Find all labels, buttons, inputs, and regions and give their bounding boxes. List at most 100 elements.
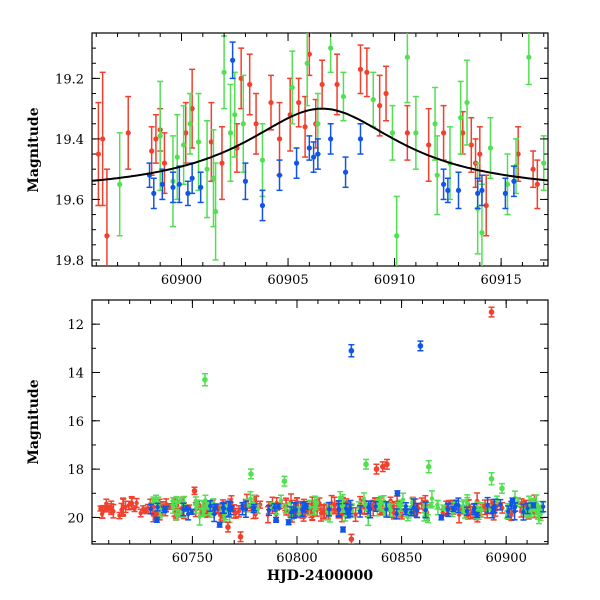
top-blue-data-point [170, 184, 176, 190]
top-green-data-point [289, 84, 295, 91]
bottom-blue-data-point [423, 507, 428, 513]
top-green-data-point [458, 115, 464, 121]
bottom-green-data-point [533, 508, 538, 513]
top-red-data-point [426, 142, 432, 148]
top-red-data-point [377, 103, 383, 109]
bottom-green-data-point [388, 507, 393, 513]
top-green-data-point [204, 166, 210, 172]
bottom-red-outlier-data-point [488, 309, 495, 315]
bottom-blue-outlier-data-point [417, 343, 424, 349]
top-green-data-point [181, 142, 187, 148]
bottom-blue-data-point [373, 504, 378, 509]
top-blue-data-point [455, 187, 462, 193]
bottom-green-data-point [479, 507, 484, 513]
top-panel-zoom: 60900 60905 60910 60915 19.2 19.4 19.6 19.8 Mag… [26, 32, 549, 288]
top-panel-frame [91, 32, 549, 267]
bottom-red-outlier-data-point [237, 533, 244, 540]
top-blue-data-point [306, 145, 312, 151]
bottom-red-data-point [123, 504, 128, 510]
bottom-green-outlier-data-point [248, 471, 254, 477]
bottom-green-data-point [170, 504, 176, 510]
top-x-tick-label: 60915 [480, 273, 521, 288]
top-blue-data-point [198, 184, 204, 190]
top-blue-data-point [311, 154, 317, 160]
top-red-data-point [104, 233, 110, 239]
top-blue-data-point [315, 151, 321, 157]
top-green-data-point [434, 172, 440, 178]
bottom-blue-data-point [409, 510, 414, 515]
bottom-blue-data-point [229, 506, 234, 511]
bottom-blue-data-point [211, 511, 217, 517]
bottom-green-data-point [429, 496, 435, 501]
bottom-blue-outlier-data-point [340, 526, 346, 533]
top-green-data-point [328, 45, 334, 51]
bottom-green-data-point [222, 514, 227, 519]
top-red-data-point [296, 99, 302, 106]
top-red-data-point [189, 106, 195, 112]
bottom-red-data-point [302, 511, 307, 517]
top-blue-data-point [357, 136, 364, 142]
bottom-red-data-point [167, 504, 172, 509]
bottom-red-data-point [440, 510, 445, 515]
top-blue-data-point [445, 187, 451, 193]
bottom-y-axis-label: Magnitude [26, 379, 42, 464]
bottom-blue-data-point [326, 506, 332, 512]
top-red-data-point [153, 136, 159, 142]
bottom-green-outlier-data-point [425, 463, 432, 470]
bottom-blue-data-point [251, 505, 257, 510]
bottom-blue-data-point [414, 508, 420, 513]
bottom-blue-data-point [471, 507, 477, 512]
top-green-data-point [117, 181, 123, 187]
bottom-blue-data-point [181, 507, 186, 512]
bottom-blue-data-point [276, 504, 281, 509]
top-green-data-point [526, 54, 532, 60]
bottom-red-outlier-data-point [191, 488, 198, 494]
top-green-data-point [227, 130, 234, 136]
bottom-blue-data-point [155, 504, 160, 510]
bottom-blue-data-point [505, 509, 511, 514]
top-green-data-point [432, 121, 438, 127]
top-green-data-point [240, 121, 246, 127]
bottom-green-data-point [435, 502, 440, 507]
bottom-blue-data-point [207, 503, 213, 509]
top-blue-data-point [293, 160, 300, 166]
top-green-data-point [315, 121, 321, 127]
bottom-green-data-point [441, 505, 446, 510]
bottom-blue-outlier-data-point [273, 517, 279, 523]
top-green-data-point [340, 93, 347, 100]
bottom-red-data-point [104, 501, 109, 506]
bottom-blue-data-point [512, 504, 518, 510]
top-red-data-point [208, 139, 214, 145]
top-red-data-point [247, 81, 253, 88]
top-red-data-point [357, 66, 364, 72]
bottom-blue-data-point [185, 511, 191, 517]
bottom-blue-data-point [293, 507, 299, 513]
bottom-blue-data-point [411, 505, 416, 510]
top-blue-data-point [328, 136, 334, 142]
top-red-data-point [483, 202, 489, 209]
top-red-data-point [460, 130, 466, 136]
top-blue-data-point [475, 190, 481, 196]
top-blue-data-point [242, 178, 249, 184]
top-red-data-point [100, 136, 106, 142]
top-red-data-point [302, 124, 308, 130]
x-axis-label: HJD-2400000 [267, 568, 374, 584]
bottom-green-data-point [312, 499, 317, 504]
bottom-blue-outlier-data-point [438, 514, 445, 521]
bottom-red-outlier-data-point [225, 524, 231, 530]
bottom-blue-data-point [336, 507, 342, 512]
bottom-green-data-point [465, 501, 470, 506]
top-red-data-point [253, 121, 259, 127]
top-red-data-point [404, 130, 410, 136]
top-red-data-point [125, 130, 131, 136]
top-green-data-point [174, 154, 180, 160]
bottom-blue-data-point [213, 504, 219, 510]
top-green-data-point [479, 230, 485, 236]
bottom-y-tick-label: 20 [67, 511, 84, 526]
top-red-data-point [238, 75, 244, 81]
bottom-y-tick-label: 16 [67, 415, 84, 430]
top-blue-data-point [176, 181, 182, 187]
bottom-blue-outlier-data-point [509, 497, 516, 504]
top-green-data-point [541, 160, 547, 166]
bottom-blue-outlier-data-point [285, 519, 292, 526]
